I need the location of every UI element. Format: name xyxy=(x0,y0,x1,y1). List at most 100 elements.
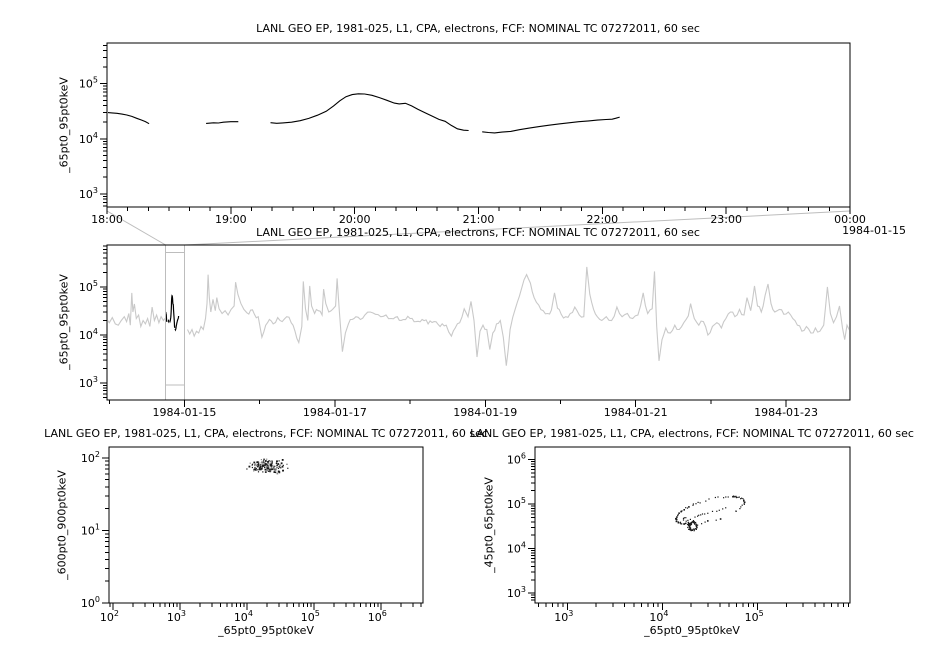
scatter-dot xyxy=(689,529,692,531)
exponent: 5 xyxy=(315,609,320,618)
scatter-dot xyxy=(681,510,683,512)
context-panel-plot[interactable] xyxy=(107,266,850,366)
exponent: 0 xyxy=(95,595,100,604)
exponent: 2 xyxy=(95,450,100,459)
scatter-dot xyxy=(727,496,729,498)
scatter-dot xyxy=(258,467,261,469)
scatter-dot xyxy=(684,522,687,525)
scatter-dot xyxy=(689,523,692,525)
scatter-dot xyxy=(275,462,277,464)
scatter-dot xyxy=(694,522,696,524)
exponent: 3 xyxy=(93,375,98,384)
exponent: 4 xyxy=(93,327,98,336)
scatter-dot xyxy=(681,523,683,525)
scatter-dot xyxy=(701,513,704,515)
log-tick-label: 103 xyxy=(167,609,186,624)
scatter-dot xyxy=(260,467,262,469)
scatter-dot xyxy=(741,504,743,506)
scatter-dot xyxy=(286,463,288,465)
scatter-dot xyxy=(282,464,284,466)
exponent: 4 xyxy=(248,609,253,618)
scatter-dot xyxy=(251,463,254,465)
scatter-dot xyxy=(266,458,268,460)
scatter-dot xyxy=(255,469,257,471)
log-tick-label: 103 xyxy=(507,585,526,600)
scatter-dot xyxy=(270,470,272,472)
scatter-dot xyxy=(266,469,269,472)
scatter-dot xyxy=(268,460,270,462)
scatter-dot xyxy=(266,468,268,470)
scatter-dot xyxy=(257,463,259,466)
scatter-dot xyxy=(679,521,682,523)
scatter-dot xyxy=(269,470,271,473)
exponent: 4 xyxy=(663,609,668,618)
scatter-dot xyxy=(695,528,697,530)
scatter-dot xyxy=(272,464,274,466)
scatter-right-y-axis-label: _45pt0_65pt0keV xyxy=(482,477,496,573)
log-tick-label: 103 xyxy=(79,375,98,390)
scatter-dot xyxy=(251,466,253,469)
scatter-dot xyxy=(264,462,266,464)
scatter-left-plot[interactable] xyxy=(246,458,289,475)
scatter-dot xyxy=(690,523,693,525)
scatter-dot xyxy=(698,514,700,516)
scatter-dot xyxy=(280,462,283,465)
scatter-dot xyxy=(692,503,694,505)
scatter-dot xyxy=(267,461,269,463)
zoom-axes: 103 104 105 18:00 19:00 20:00 21:00 22:00 23:00 0… xyxy=(79,42,866,226)
scatter-dot xyxy=(260,469,262,471)
scatter-dot xyxy=(281,459,284,461)
scatter-dot xyxy=(693,528,696,530)
context-y-axis-label: _65pt0_95pt0keV xyxy=(57,274,71,370)
scatter-dot xyxy=(743,499,745,502)
scatter-dot xyxy=(695,528,697,530)
exponent: 1 xyxy=(95,522,100,531)
scatter-dot xyxy=(261,466,263,468)
scatter-dot xyxy=(691,529,693,531)
scatter-right-plot[interactable] xyxy=(675,495,746,532)
log-tick-label: 102 xyxy=(100,609,119,624)
scatter-dot xyxy=(278,466,280,468)
scatter-dot xyxy=(741,497,743,499)
scatter-dot xyxy=(272,467,274,469)
scatter-dot xyxy=(276,464,278,466)
scatter-dot xyxy=(273,468,275,470)
scatter-dot xyxy=(687,519,689,521)
exponent: 5 xyxy=(93,279,98,288)
scatter-dot xyxy=(685,520,687,522)
scatter-dot xyxy=(677,521,680,524)
log-tick-label: 100 xyxy=(81,595,100,610)
scatter-dot xyxy=(248,465,251,468)
scatter-dot xyxy=(266,464,268,466)
log-tick-label: 105 xyxy=(79,279,98,294)
scatter-dot xyxy=(722,508,724,510)
scatter-dot xyxy=(276,461,278,463)
scatter-dot xyxy=(276,472,279,475)
scatter-dot xyxy=(690,529,692,532)
scatter-dot xyxy=(719,518,722,520)
context-highlight-series xyxy=(165,294,180,332)
scatter-dot xyxy=(676,516,678,518)
scatter-dot xyxy=(255,468,257,471)
scatter-left-x-axis-label: _65pt0_95pt0keV xyxy=(218,624,314,637)
scatter-dot xyxy=(273,471,276,473)
scatter-dot xyxy=(689,528,691,531)
scatter-dot xyxy=(679,522,681,524)
scatter-dot xyxy=(260,464,262,466)
scatter-dot xyxy=(675,520,678,523)
scatter-dot xyxy=(254,466,256,469)
log-tick-label: 106 xyxy=(507,451,526,466)
time-tick-label: 23:00 xyxy=(710,213,742,226)
exponent: 3 xyxy=(93,186,98,195)
panel-frame xyxy=(108,446,424,604)
scatter-dot xyxy=(688,523,690,526)
scatter-dot xyxy=(695,503,697,505)
scatter-dot xyxy=(708,498,710,500)
scatter-dot xyxy=(680,510,682,513)
zoom-panel-plot[interactable] xyxy=(107,93,620,134)
date-tick-label: 1984-01-15 xyxy=(152,406,216,419)
scatter-dot xyxy=(265,466,268,468)
scatter-dot xyxy=(268,464,270,467)
